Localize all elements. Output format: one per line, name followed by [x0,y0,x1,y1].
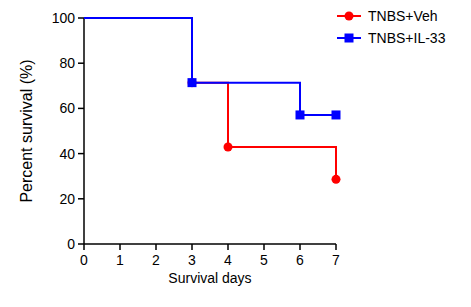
x-tick-label: 3 [188,252,196,268]
y-tick-label: 60 [59,100,75,116]
x-tick-label: 1 [116,252,124,268]
marker [188,78,197,87]
y-tick-label: 100 [52,10,76,26]
plot-area [84,18,341,184]
x-tick-label: 0 [80,252,88,268]
x-tick-label: 4 [224,252,232,268]
survival-line [84,18,336,179]
y-tick-label: 40 [59,146,75,162]
y-tick-label: 80 [59,55,75,71]
survival-line [84,18,336,115]
legend-label: TNBS+IL-33 [368,30,446,46]
y-tick [78,153,84,155]
x-tick-label: 5 [260,252,268,268]
legend: TNBS+Veh TNBS+IL-33 [337,8,446,46]
x-tick [191,244,193,250]
x-tick-label: 6 [296,252,304,268]
x-axis [84,243,336,245]
y-axis-label: Percent survival (%) [18,59,35,202]
marker [332,175,341,184]
y-tick-label: 20 [59,191,75,207]
x-tick-label: 2 [152,252,160,268]
x-tick [299,244,301,250]
marker [224,143,233,152]
legend-marker [345,12,354,21]
y-tick [78,17,84,19]
legend-label: TNBS+Veh [368,8,438,24]
x-tick [335,244,337,250]
x-tick [263,244,265,250]
marker [296,110,305,119]
marker [332,110,341,119]
y-axis [83,18,85,244]
x-tick [83,244,85,250]
x-tick-label: 7 [332,252,340,268]
x-tick [155,244,157,250]
x-tick [227,244,229,250]
y-tick [78,198,84,200]
y-tick [78,243,84,245]
marker [188,78,197,87]
y-tick [78,62,84,64]
x-tick [119,244,121,250]
y-tick [78,108,84,110]
x-axis-label: Survival days [168,270,251,286]
legend-marker [345,34,354,43]
chart: 0 20 40 60 80 100 0 1 2 3 4 5 6 7 Survival days Percent… [0,0,471,307]
y-tick-label: 0 [67,236,75,252]
